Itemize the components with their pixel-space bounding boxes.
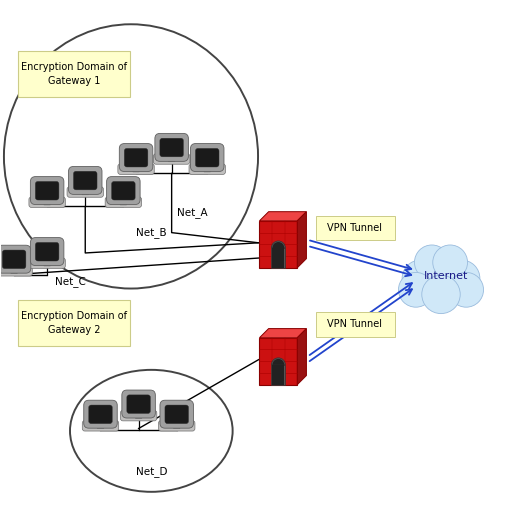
FancyBboxPatch shape [82, 421, 119, 431]
Circle shape [443, 260, 480, 297]
FancyBboxPatch shape [195, 148, 219, 167]
FancyBboxPatch shape [272, 365, 284, 385]
Wedge shape [271, 358, 285, 365]
Polygon shape [135, 413, 142, 419]
Polygon shape [297, 329, 307, 385]
FancyBboxPatch shape [153, 154, 190, 164]
Circle shape [422, 275, 460, 314]
FancyBboxPatch shape [122, 390, 155, 418]
Text: Net_D: Net_D [135, 467, 167, 477]
FancyBboxPatch shape [29, 197, 65, 207]
Text: Encryption Domain of
Gateway 2: Encryption Domain of Gateway 2 [21, 311, 127, 335]
Polygon shape [98, 423, 104, 429]
FancyBboxPatch shape [67, 187, 103, 197]
Circle shape [449, 272, 483, 307]
Polygon shape [82, 189, 88, 195]
Wedge shape [272, 242, 284, 248]
Wedge shape [272, 359, 284, 365]
Polygon shape [204, 167, 211, 172]
FancyBboxPatch shape [191, 144, 224, 172]
FancyBboxPatch shape [189, 164, 225, 174]
FancyBboxPatch shape [3, 250, 26, 269]
FancyBboxPatch shape [18, 51, 130, 97]
Circle shape [399, 272, 433, 307]
FancyBboxPatch shape [119, 144, 153, 172]
FancyBboxPatch shape [160, 400, 194, 428]
FancyBboxPatch shape [271, 248, 285, 268]
FancyBboxPatch shape [84, 400, 117, 428]
FancyBboxPatch shape [158, 421, 195, 431]
FancyBboxPatch shape [74, 171, 97, 190]
Polygon shape [260, 212, 307, 221]
FancyBboxPatch shape [35, 242, 59, 261]
FancyBboxPatch shape [316, 312, 396, 337]
FancyBboxPatch shape [18, 300, 130, 346]
Polygon shape [44, 261, 50, 266]
Polygon shape [297, 212, 307, 268]
FancyBboxPatch shape [316, 216, 396, 240]
FancyBboxPatch shape [35, 181, 59, 200]
Polygon shape [260, 221, 297, 268]
FancyBboxPatch shape [271, 365, 285, 385]
FancyBboxPatch shape [118, 164, 154, 174]
Circle shape [418, 249, 464, 294]
FancyBboxPatch shape [160, 138, 183, 157]
Text: Net_C: Net_C [55, 276, 86, 287]
Polygon shape [260, 338, 297, 385]
Wedge shape [271, 241, 285, 248]
Polygon shape [260, 329, 307, 338]
Text: Net_A: Net_A [177, 207, 207, 218]
FancyBboxPatch shape [155, 133, 189, 161]
FancyBboxPatch shape [29, 258, 65, 268]
FancyBboxPatch shape [30, 177, 64, 204]
Polygon shape [120, 199, 127, 205]
FancyBboxPatch shape [0, 266, 32, 276]
Polygon shape [133, 167, 139, 172]
Polygon shape [169, 156, 175, 161]
Text: Encryption Domain of
Gateway 1: Encryption Domain of Gateway 1 [21, 61, 127, 85]
FancyBboxPatch shape [30, 238, 64, 266]
Polygon shape [44, 199, 50, 205]
Polygon shape [11, 268, 17, 273]
Polygon shape [174, 423, 180, 429]
FancyBboxPatch shape [124, 148, 148, 167]
FancyBboxPatch shape [0, 245, 31, 273]
FancyBboxPatch shape [111, 181, 135, 200]
FancyBboxPatch shape [68, 167, 102, 194]
Text: Net_B: Net_B [136, 227, 167, 239]
FancyBboxPatch shape [121, 410, 157, 421]
Text: Internet: Internet [424, 271, 468, 281]
FancyBboxPatch shape [105, 197, 142, 207]
Circle shape [402, 260, 439, 297]
Text: VPN Tunnel: VPN Tunnel [327, 223, 382, 233]
Text: VPN Tunnel: VPN Tunnel [327, 319, 382, 329]
Circle shape [414, 245, 449, 280]
FancyBboxPatch shape [165, 405, 189, 424]
Circle shape [433, 245, 468, 280]
FancyBboxPatch shape [127, 395, 150, 413]
FancyBboxPatch shape [272, 248, 284, 268]
FancyBboxPatch shape [89, 405, 112, 424]
FancyBboxPatch shape [107, 177, 140, 204]
